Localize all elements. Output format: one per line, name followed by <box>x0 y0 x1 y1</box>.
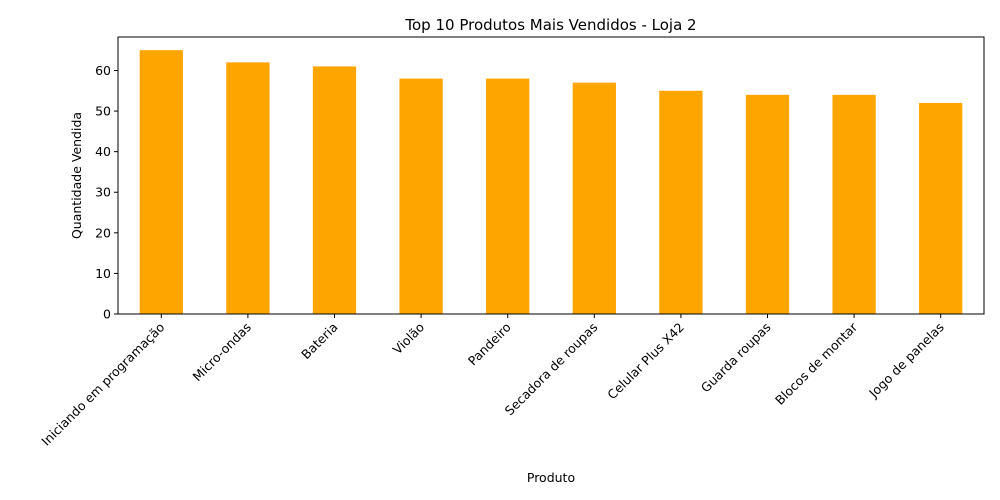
y-tick-label: 0 <box>103 307 111 322</box>
y-tick-label: 20 <box>95 225 111 240</box>
y-axis-ticks: 0 10 20 30 40 50 60 <box>95 63 118 322</box>
plot-frame <box>117 36 985 315</box>
bar <box>226 62 270 315</box>
y-tick-label: 30 <box>95 185 111 200</box>
bar <box>399 78 443 314</box>
bar <box>486 78 530 314</box>
bar <box>832 94 876 314</box>
bar <box>572 82 616 314</box>
y-tick-label: 40 <box>95 144 111 159</box>
y-tick-label: 60 <box>95 63 111 78</box>
bar <box>745 94 790 314</box>
bars-group <box>139 50 963 315</box>
bar <box>659 90 703 314</box>
bar <box>139 50 183 314</box>
bar <box>312 66 357 314</box>
y-tick-label: 50 <box>95 104 111 119</box>
bar <box>919 102 963 314</box>
x-axis-label: Produto <box>527 470 575 485</box>
chart-title: Top 10 Produtos Mais Vendidos - Loja 2 <box>404 16 696 34</box>
y-axis-label: Quantidade Vendida <box>69 112 84 239</box>
y-tick-label: 10 <box>95 266 111 281</box>
